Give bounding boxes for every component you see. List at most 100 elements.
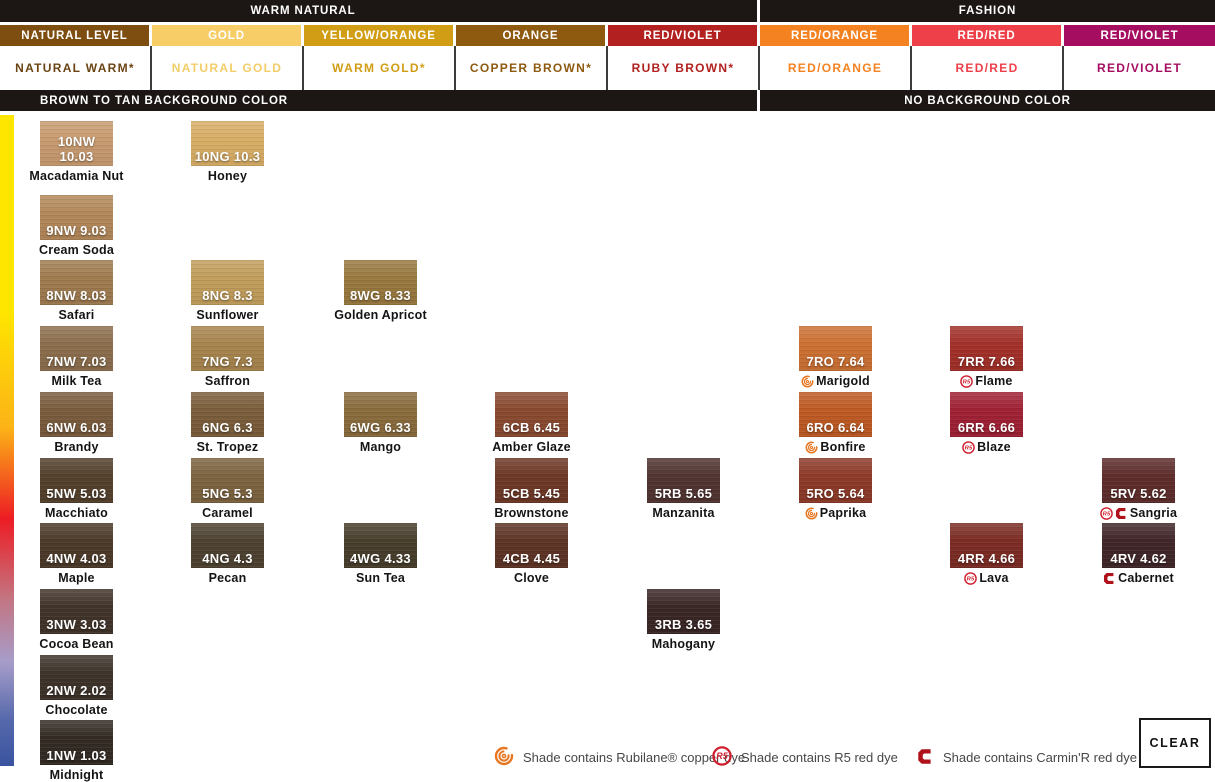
swatch-code: 6WG 6.33 <box>350 420 411 435</box>
swatch-code: 4WG 4.33 <box>350 551 411 566</box>
swatch-honey[interactable]: 10NG 10.3 Honey <box>191 121 264 183</box>
swatch-safari[interactable]: 8NW 8.03 Safari <box>40 260 113 322</box>
legend-carmin-label: Shade contains Carmin'R red dye <box>943 750 1137 765</box>
swatch-name: Marigold <box>816 374 870 388</box>
swatch-mahogany[interactable]: 3RB 3.65 Mahogany <box>647 589 720 651</box>
swatch-chip-macchiato[interactable]: 5NW 5.03 <box>40 458 113 503</box>
clear-button[interactable]: CLEAR <box>1139 718 1211 768</box>
swatch-maple[interactable]: 4NW 4.03 Maple <box>40 523 113 585</box>
swatch-bonfire[interactable]: 6RO 6.64 Bonfire <box>799 392 872 454</box>
swatch-name: Safari <box>58 308 95 322</box>
category-header-red-orange-5: RED/ORANGE <box>760 25 909 46</box>
fashion-section-bar: FASHION <box>760 0 1215 22</box>
swatch-saffron[interactable]: 7NG 7.3 Saffron <box>191 326 264 388</box>
swatch-flame[interactable]: 7RR 7.66 R5 Flame <box>950 326 1023 388</box>
r5-red-icon: R5 <box>712 746 732 769</box>
svg-text:R5: R5 <box>963 379 971 385</box>
swatch-chip-maple[interactable]: 4NW 4.03 <box>40 523 113 568</box>
brown-tan-background-label: BROWN TO TAN BACKGROUND COLOR <box>40 94 288 107</box>
swatch-name: Amber Glaze <box>492 440 571 454</box>
swatch-lava[interactable]: 4RR 4.66 R5 Lava <box>950 523 1023 585</box>
swatch-code: 4RV 4.62 <box>1110 551 1167 566</box>
swatch-chip-macadamia-nut[interactable]: 10NW 10.03 <box>40 121 113 166</box>
swatch-chip-cream-soda[interactable]: 9NW 9.03 <box>40 195 113 240</box>
category-header-yellow-orange-2: YELLOW/ORANGE <box>304 25 453 46</box>
swatch-name: Chocolate <box>45 703 108 717</box>
swatch-chip-paprika[interactable]: 5RO 5.64 <box>799 458 872 503</box>
svg-text:R5: R5 <box>965 445 973 451</box>
swatch-cream-soda[interactable]: 9NW 9.03 Cream Soda <box>39 195 114 257</box>
swatch-chip-flame[interactable]: 7RR 7.66 <box>950 326 1023 371</box>
tone-header-red-orange-5: RED/ORANGE <box>760 46 912 90</box>
swatch-chip-manzanita[interactable]: 5RB 5.65 <box>647 458 720 503</box>
swatch-chip-cocoa-bean[interactable]: 3NW 3.03 <box>40 589 113 634</box>
swatch-chip-milk-tea[interactable]: 7NW 7.03 <box>40 326 113 371</box>
swatch-sunflower[interactable]: 8NG 8.3 Sunflower <box>191 260 264 322</box>
swatch-midnight[interactable]: 1NW 1.03 Midnight <box>40 720 113 782</box>
warm-natural-section-bar: WARM NATURAL <box>0 0 757 22</box>
swatch-chip-midnight[interactable]: 1NW 1.03 <box>40 720 113 765</box>
swatch-chip-brownstone[interactable]: 5CB 5.45 <box>495 458 568 503</box>
legend-r5: R5 Shade contains R5 red dye <box>712 746 898 769</box>
swatch-chip-mango[interactable]: 6WG 6.33 <box>344 392 417 437</box>
legend-rubilane-label: Shade contains Rubilane® copper dye <box>523 750 746 765</box>
rubilane-copper-icon <box>494 746 514 769</box>
swatch-brownstone[interactable]: 5CB 5.45 Brownstone <box>494 458 568 520</box>
swatch-chip-sunflower[interactable]: 8NG 8.3 <box>191 260 264 305</box>
swatch-mango[interactable]: 6WG 6.33 Mango <box>344 392 417 454</box>
swatch-chip-lava[interactable]: 4RR 4.66 <box>950 523 1023 568</box>
swatch-chip-bonfire[interactable]: 6RO 6.64 <box>799 392 872 437</box>
swatch-name: Bonfire <box>820 440 866 454</box>
svg-text:R5: R5 <box>967 576 975 582</box>
swatch-clove[interactable]: 4CB 4.45 Clove <box>495 523 568 585</box>
swatch-milk-tea[interactable]: 7NW 7.03 Milk Tea <box>40 326 113 388</box>
swatch-code: 7NG 7.3 <box>202 354 253 369</box>
swatch-chip-golden-apricot[interactable]: 8WG 8.33 <box>344 260 417 305</box>
swatch-manzanita[interactable]: 5RB 5.65 Manzanita <box>647 458 720 520</box>
legend-r5-label: Shade contains R5 red dye <box>741 750 898 765</box>
swatch-name: Blaze <box>977 440 1011 454</box>
swatch-chip-blaze[interactable]: 6RR 6.66 <box>950 392 1023 437</box>
tone-header-red-red-6: RED/RED <box>912 46 1064 90</box>
swatch-pecan[interactable]: 4NG 4.3 Pecan <box>191 523 264 585</box>
swatch-name: St. Tropez <box>196 440 259 454</box>
swatch-macchiato[interactable]: 5NW 5.03 Macchiato <box>40 458 113 520</box>
swatch-code: 5RV 5.62 <box>1110 486 1167 501</box>
swatch-chip-sangria[interactable]: 5RV 5.62 <box>1102 458 1175 503</box>
swatch-cabernet[interactable]: 4RV 4.62 Cabernet <box>1102 523 1175 585</box>
swatch-code: 4NG 4.3 <box>202 551 253 566</box>
swatch-chip-brandy[interactable]: 6NW 6.03 <box>40 392 113 437</box>
swatch-chip-cabernet[interactable]: 4RV 4.62 <box>1102 523 1175 568</box>
swatch-cocoa-bean[interactable]: 3NW 3.03 Cocoa Bean <box>39 589 113 651</box>
swatch-amber-glaze[interactable]: 6CB 6.45 Amber Glaze <box>492 392 571 454</box>
swatch-chip-saffron[interactable]: 7NG 7.3 <box>191 326 264 371</box>
swatch-sangria[interactable]: 5RV 5.62 R5 Sangria <box>1100 458 1177 520</box>
swatch-code: 2NW 2.02 <box>46 683 107 698</box>
swatch-sun-tea[interactable]: 4WG 4.33 Sun Tea <box>344 523 417 585</box>
swatch-paprika[interactable]: 5RO 5.64 Paprika <box>799 458 872 520</box>
swatch-marigold[interactable]: 7RO 7.64 Marigold <box>799 326 872 388</box>
swatch-code: 5CB 5.45 <box>502 486 561 501</box>
swatch-chip-pecan[interactable]: 4NG 4.3 <box>191 523 264 568</box>
swatch-chip-clove[interactable]: 4CB 4.45 <box>495 523 568 568</box>
swatch-chip-amber-glaze[interactable]: 6CB 6.45 <box>495 392 568 437</box>
swatch-code: 5NG 5.3 <box>202 486 253 501</box>
swatch-golden-apricot[interactable]: 8WG 8.33 Golden Apricot <box>334 260 427 322</box>
swatch-chip-sun-tea[interactable]: 4WG 4.33 <box>344 523 417 568</box>
swatch-chip-safari[interactable]: 8NW 8.03 <box>40 260 113 305</box>
swatch-chip-honey[interactable]: 10NG 10.3 <box>191 121 264 166</box>
swatch-chip-caramel[interactable]: 5NG 5.3 <box>191 458 264 503</box>
swatch-chip-chocolate[interactable]: 2NW 2.02 <box>40 655 113 700</box>
swatch-chip-marigold[interactable]: 7RO 7.64 <box>799 326 872 371</box>
swatch-macadamia-nut[interactable]: 10NW 10.03 Macadamia Nut <box>29 121 123 183</box>
swatch-st-tropez[interactable]: 6NG 6.3 St. Tropez <box>191 392 264 454</box>
carmin-r-icon <box>917 748 934 768</box>
swatch-blaze[interactable]: 6RR 6.66 R5 Blaze <box>950 392 1023 454</box>
swatch-caramel[interactable]: 5NG 5.3 Caramel <box>191 458 264 520</box>
tone-header-ruby-brown-4: RUBY BROWN* <box>608 46 760 90</box>
warm-natural-section-label: WARM NATURAL <box>250 5 356 17</box>
swatch-chocolate[interactable]: 2NW 2.02 Chocolate <box>40 655 113 717</box>
swatch-brandy[interactable]: 6NW 6.03 Brandy <box>40 392 113 454</box>
swatch-chip-mahogany[interactable]: 3RB 3.65 <box>647 589 720 634</box>
swatch-chip-st-tropez[interactable]: 6NG 6.3 <box>191 392 264 437</box>
